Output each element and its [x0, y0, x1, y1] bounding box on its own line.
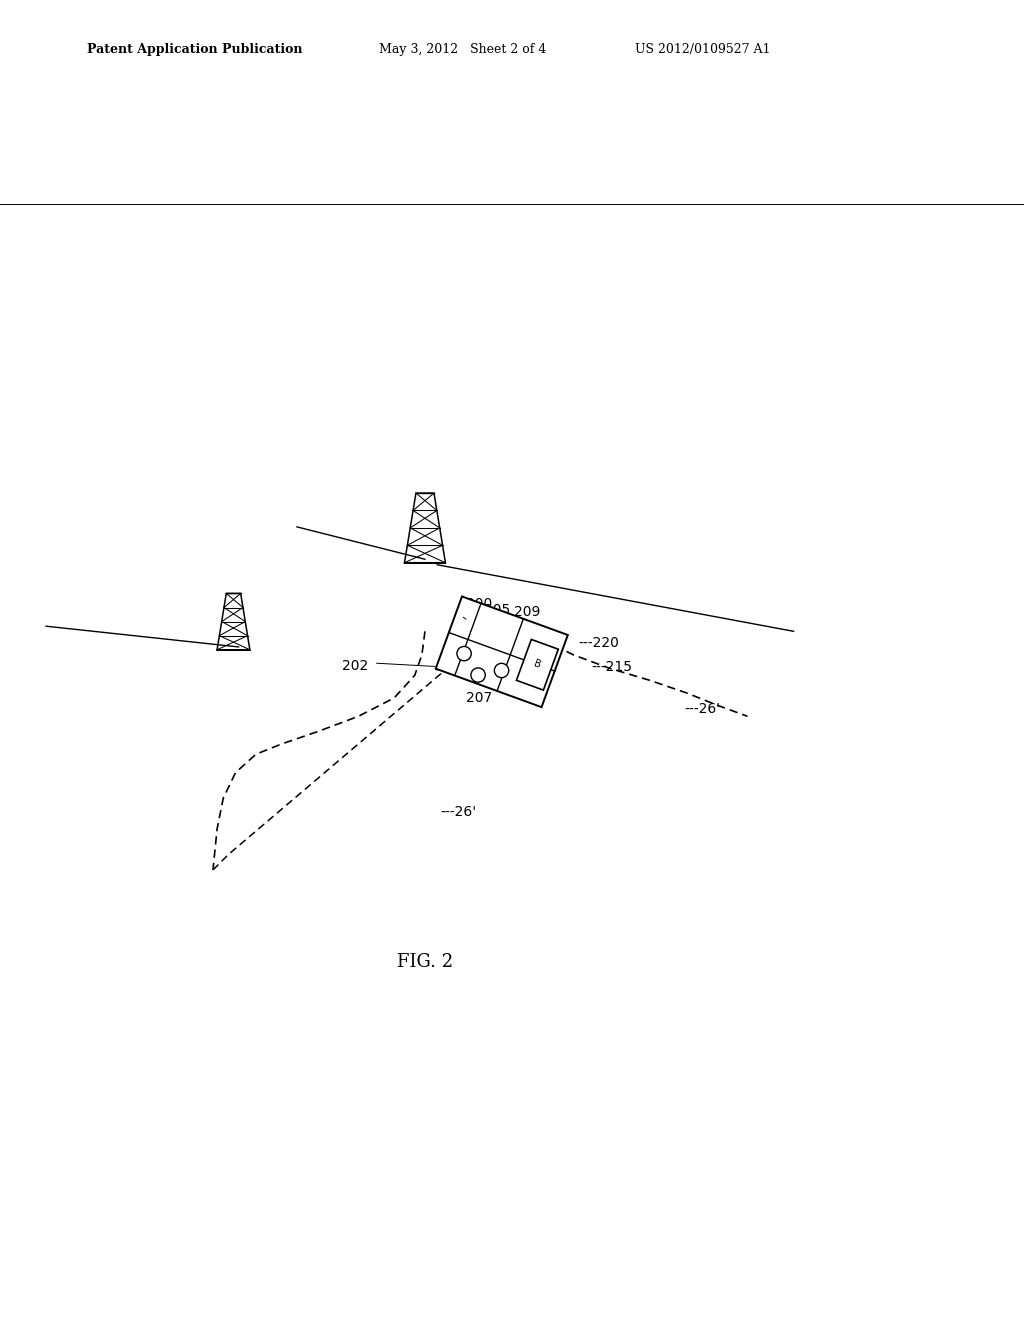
- Text: May 3, 2012   Sheet 2 of 4: May 3, 2012 Sheet 2 of 4: [379, 42, 546, 55]
- Text: 205: 205: [484, 603, 511, 616]
- Text: 209: 209: [514, 605, 541, 619]
- Polygon shape: [435, 597, 568, 708]
- Circle shape: [495, 664, 509, 677]
- Text: 200: 200: [466, 597, 493, 611]
- Text: B: B: [532, 659, 543, 671]
- Text: US 2012/0109527 A1: US 2012/0109527 A1: [635, 42, 770, 55]
- Text: FIG. 2: FIG. 2: [397, 953, 453, 972]
- Text: ---26': ---26': [440, 805, 476, 818]
- Polygon shape: [516, 639, 558, 690]
- Text: ---215: ---215: [592, 660, 633, 675]
- Text: Patent Application Publication: Patent Application Publication: [87, 42, 302, 55]
- Text: ---220: ---220: [579, 636, 620, 649]
- Text: ---26': ---26': [684, 702, 720, 717]
- Text: 202: 202: [342, 659, 369, 673]
- Circle shape: [457, 647, 471, 661]
- Text: 207: 207: [466, 690, 493, 705]
- Circle shape: [471, 668, 485, 682]
